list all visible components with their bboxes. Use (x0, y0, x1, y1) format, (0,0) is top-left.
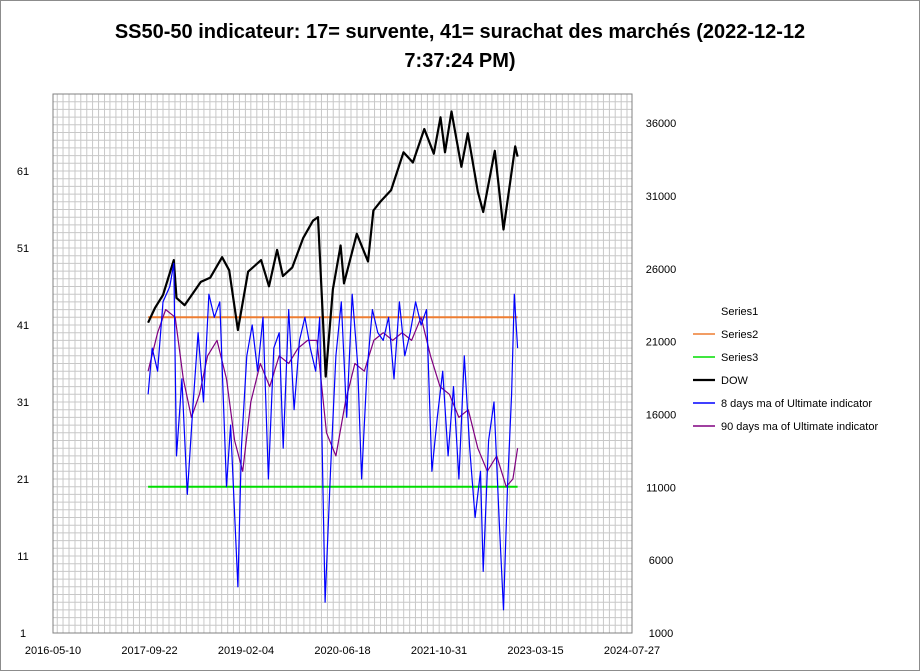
y-right-tick-label: 11000 (646, 482, 676, 494)
x-tick-label: 2019-02-04 (218, 645, 274, 657)
y-right-tick-label: 31000 (646, 191, 677, 203)
y-left-tick-label: 21 (17, 474, 29, 486)
y-left-tick-label: 31 (17, 397, 29, 409)
legend-label: Series2 (721, 329, 758, 341)
y-left-tick-label: 41 (17, 320, 29, 332)
series-line-8-days-ma-of-ultimate-indicator (147, 262, 519, 611)
plot-area-border (52, 93, 633, 634)
chart-title-line1: SS50-50 indicateur: 17= survente, 41= su… (114, 21, 806, 43)
x-tick-label: 2023-03-15 (507, 645, 563, 657)
legend-label: DOW (721, 375, 749, 387)
y-right-tick-label: 1000 (649, 628, 673, 640)
x-tick-label: 2021-10-31 (411, 645, 467, 657)
series-line-dow (147, 110, 519, 378)
x-tick-label: 2016-05-10 (25, 645, 81, 657)
x-tick-label: 2017-09-22 (121, 645, 177, 657)
y-left-tick-label: 1 (20, 628, 26, 640)
legend-label: Series1 (721, 306, 758, 318)
legend-label: Series3 (721, 352, 758, 364)
y-left-tick-label: 11 (17, 551, 28, 563)
y-right-tick-label: 26000 (646, 264, 677, 276)
y-right-tick-label: 36000 (646, 118, 677, 130)
chart-title-line2: 7:37:24 PM) (404, 50, 516, 72)
y-right-tick-label: 21000 (646, 337, 677, 349)
x-tick-label: 2020-06-18 (314, 645, 370, 657)
y-left-tick-label: 61 (17, 166, 29, 178)
x-tick-label: 2024-07-27 (604, 645, 660, 657)
legend-label: 8 days ma of Ultimate indicator (721, 398, 872, 410)
y-left-tick-label: 51 (17, 243, 29, 255)
y-right-tick-label: 16000 (646, 409, 677, 421)
y-right-tick-label: 6000 (649, 555, 673, 567)
legend-label: 90 days ma of Ultimate indicator (721, 421, 878, 433)
